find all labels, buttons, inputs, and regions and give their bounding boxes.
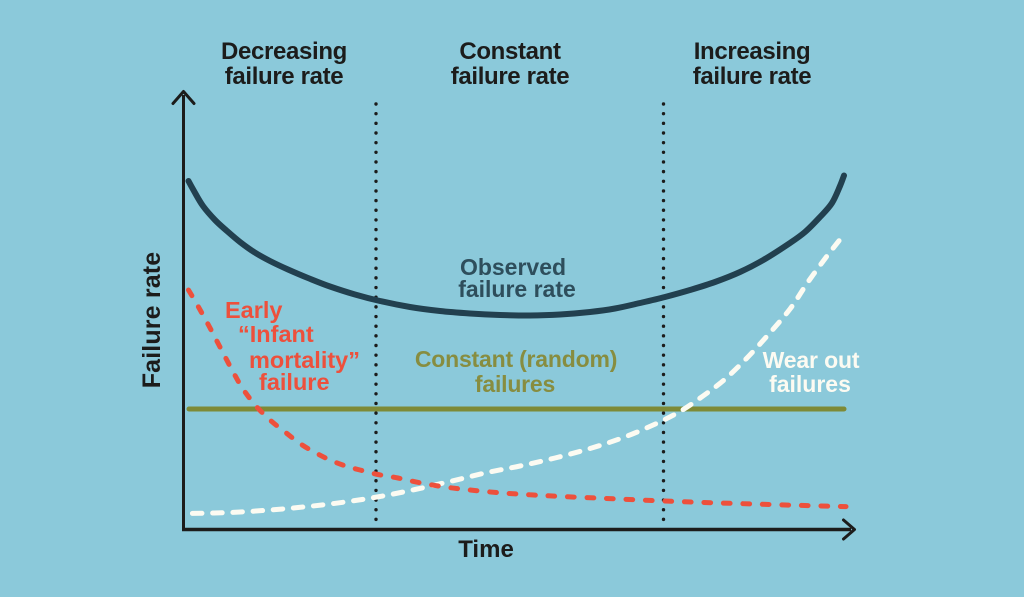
svg-text:failure rate: failure rate bbox=[451, 63, 570, 90]
svg-text:Early: Early bbox=[225, 297, 283, 323]
svg-text:failure rate: failure rate bbox=[225, 63, 344, 90]
svg-text:Observed: Observed bbox=[460, 254, 566, 280]
svg-text:Decreasing: Decreasing bbox=[221, 38, 347, 65]
svg-text:Constant (random): Constant (random) bbox=[415, 346, 617, 372]
svg-text:“Infant: “Infant bbox=[238, 321, 314, 347]
svg-text:Constant: Constant bbox=[459, 38, 561, 65]
svg-text:failures: failures bbox=[769, 371, 851, 397]
svg-text:Failure rate: Failure rate bbox=[138, 252, 166, 389]
svg-text:Time: Time bbox=[458, 536, 514, 563]
svg-text:Increasing: Increasing bbox=[694, 38, 811, 65]
svg-text:failures: failures bbox=[475, 371, 555, 397]
svg-text:failure rate: failure rate bbox=[458, 276, 576, 302]
svg-text:failure: failure bbox=[259, 369, 330, 395]
svg-text:failure rate: failure rate bbox=[693, 63, 812, 90]
svg-text:Wear out: Wear out bbox=[763, 347, 860, 373]
svg-text:mortality”: mortality” bbox=[249, 347, 360, 373]
